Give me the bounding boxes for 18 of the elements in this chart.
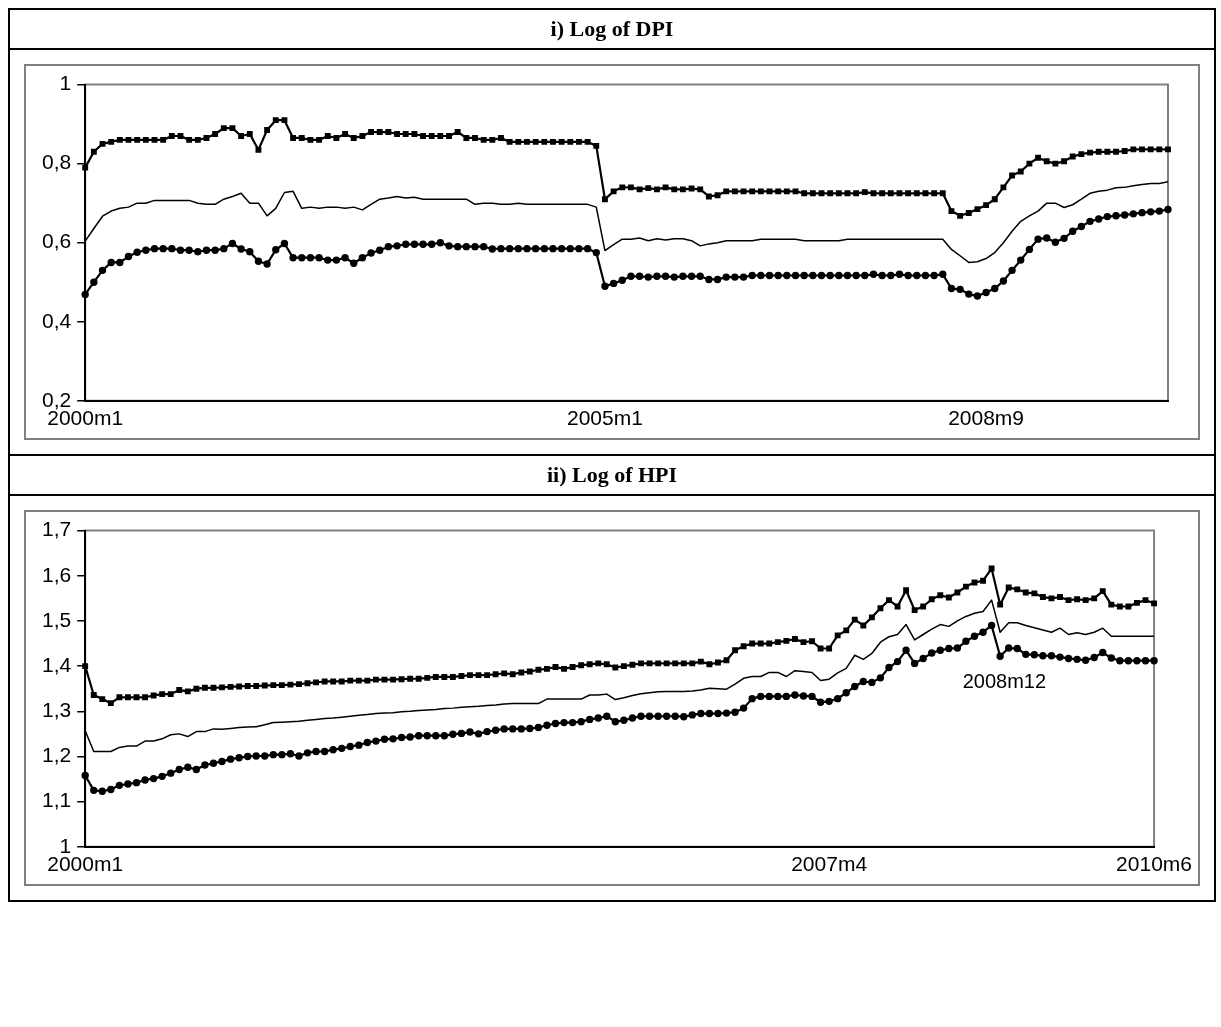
y-tick-label: 1,6 [41,562,72,586]
y-tick-label: 0,4 [41,308,72,332]
y-tick-label: 0,8 [41,150,72,174]
x-tick-label: 2010m6 [1116,852,1192,876]
y-tick-label: 1,2 [41,743,72,767]
y-tick-label: 1,7 [41,517,72,541]
chart-title: i) Log of DPI [10,10,1214,50]
y-tick-label: 1 [59,71,72,95]
y-tick-label: 1,3 [41,698,72,722]
annotation: 2008m12 [962,669,1047,692]
y-tick-label: 0,6 [41,229,72,253]
chart-title: ii) Log of HPI [10,454,1214,496]
x-tick-label: 2005m1 [566,406,643,430]
x-tick-label: 2007m4 [791,852,868,876]
y-tick-label: 1,5 [41,607,72,631]
x-tick-label: 2008m9 [948,406,1025,430]
y-tick-label: 1,4 [41,652,72,676]
y-tick-label: 1,1 [41,788,72,812]
